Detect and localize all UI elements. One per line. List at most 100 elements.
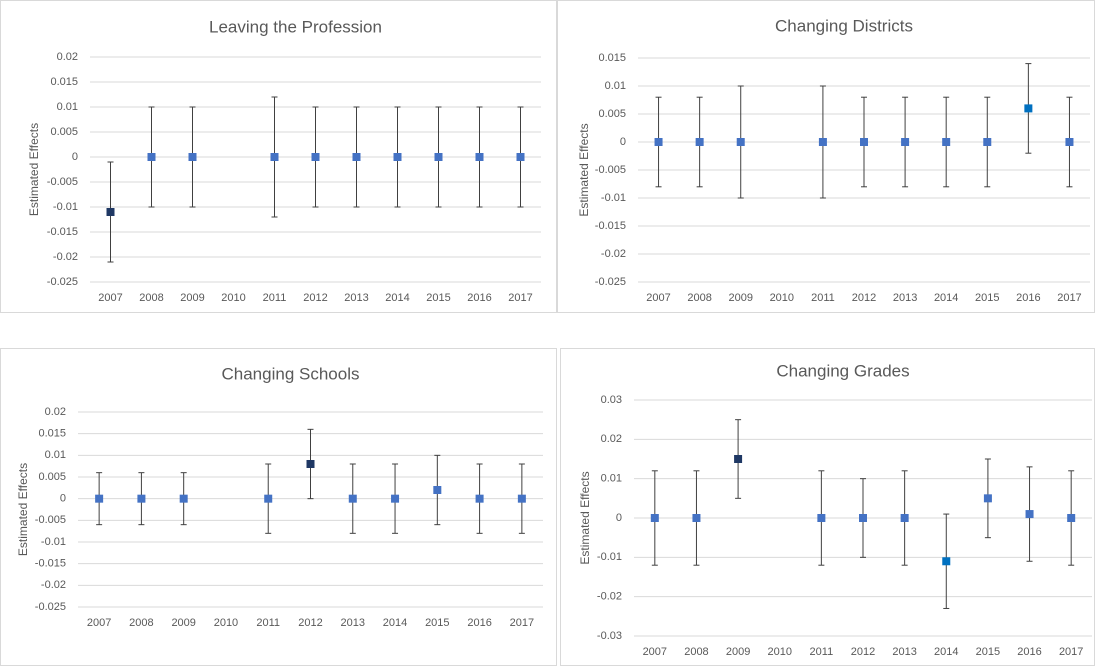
- y-tick-label: -0.015: [35, 558, 66, 570]
- point: [147, 153, 156, 161]
- point: [942, 557, 951, 566]
- x-tick-label: 2007: [87, 617, 111, 629]
- y-tick-label: -0.02: [597, 591, 622, 603]
- x-tick-label: 2016: [1016, 292, 1040, 304]
- y-tick-label: -0.01: [41, 536, 66, 548]
- point: [695, 138, 704, 146]
- point: [475, 494, 484, 503]
- x-tick-label: 2008: [139, 292, 163, 304]
- y-tick-label: 0: [60, 493, 66, 505]
- point: [860, 138, 868, 146]
- panel-border: [557, 0, 1095, 313]
- point: [516, 153, 525, 161]
- x-tick-label: 2011: [256, 617, 280, 629]
- x-tick-label: 2017: [510, 617, 534, 629]
- point: [983, 494, 992, 503]
- y-tick-label: 0.02: [601, 433, 622, 445]
- x-tick-label: 2013: [893, 292, 917, 304]
- y-tick-label: -0.01: [53, 201, 78, 213]
- point: [734, 455, 743, 463]
- y-tick-label: -0.005: [35, 514, 66, 526]
- y-axis-label: Estimated Effects: [27, 123, 41, 216]
- point: [433, 486, 442, 494]
- x-tick-label: 2012: [303, 292, 327, 304]
- x-tick-label: 2013: [892, 646, 916, 658]
- x-tick-label: 2010: [214, 617, 238, 629]
- x-tick-label: 2007: [98, 292, 122, 304]
- y-tick-label: 0.015: [50, 76, 78, 88]
- point: [179, 494, 188, 503]
- x-tick-label: 2012: [298, 617, 322, 629]
- y-axis-label: Estimated Effects: [577, 123, 591, 216]
- x-tick-label: 2012: [851, 646, 875, 658]
- point: [311, 153, 320, 161]
- panel-border: [0, 0, 557, 313]
- y-tick-label: 0.01: [57, 101, 78, 113]
- point: [1025, 510, 1034, 519]
- y-tick-label: -0.025: [35, 601, 66, 613]
- y-tick-label: 0.005: [38, 471, 66, 483]
- x-tick-label: 2013: [344, 292, 368, 304]
- point: [434, 153, 443, 161]
- y-tick-label: 0.01: [605, 80, 626, 92]
- chart-title: Leaving the Profession: [209, 17, 382, 36]
- point: [654, 138, 663, 146]
- y-tick-label: -0.01: [597, 551, 622, 563]
- x-tick-label: 2016: [1017, 646, 1041, 658]
- x-tick-label: 2008: [684, 646, 708, 658]
- x-tick-label: 2015: [976, 646, 1000, 658]
- point: [306, 460, 315, 468]
- point: [692, 514, 701, 522]
- x-tick-label: 2007: [646, 292, 670, 304]
- x-tick-label: 2009: [171, 617, 195, 629]
- y-tick-label: 0: [616, 512, 622, 524]
- y-tick-label: -0.02: [41, 579, 66, 591]
- x-tick-label: 2017: [508, 292, 532, 304]
- y-tick-label: -0.005: [47, 176, 78, 188]
- point: [106, 208, 115, 216]
- y-tick-label: -0.02: [601, 248, 626, 260]
- point: [517, 494, 526, 503]
- x-tick-label: 2011: [810, 646, 834, 658]
- x-tick-label: 2008: [687, 292, 711, 304]
- x-tick-label: 2007: [643, 646, 667, 658]
- x-tick-label: 2008: [129, 617, 153, 629]
- point: [352, 153, 361, 161]
- point: [264, 494, 273, 503]
- point: [270, 153, 279, 161]
- point: [475, 153, 484, 161]
- x-tick-label: 2010: [767, 646, 791, 658]
- point: [391, 494, 400, 503]
- x-tick-label: 2014: [934, 646, 958, 658]
- x-tick-label: 2012: [852, 292, 876, 304]
- point: [348, 494, 357, 503]
- chart-title: Changing Schools: [222, 364, 360, 383]
- point: [859, 514, 867, 522]
- y-tick-label: 0.03: [601, 394, 622, 406]
- point: [95, 494, 104, 503]
- panel-border: [560, 348, 1095, 666]
- x-tick-label: 2010: [221, 292, 245, 304]
- point: [1065, 138, 1074, 146]
- y-tick-label: -0.01: [601, 192, 626, 204]
- y-tick-label: 0.015: [598, 52, 626, 64]
- point: [1024, 104, 1033, 113]
- x-tick-label: 2013: [341, 617, 365, 629]
- y-axis-label: Estimated Effects: [16, 463, 30, 556]
- x-tick-label: 2009: [180, 292, 204, 304]
- y-tick-label: -0.005: [595, 164, 626, 176]
- point: [817, 514, 826, 522]
- x-tick-label: 2017: [1059, 646, 1083, 658]
- y-tick-label: 0.005: [50, 126, 78, 138]
- y-tick-label: 0.01: [601, 473, 622, 485]
- point: [393, 153, 402, 161]
- point: [900, 514, 909, 522]
- x-tick-label: 2010: [770, 292, 794, 304]
- y-tick-label: -0.03: [597, 630, 622, 642]
- point: [983, 138, 992, 146]
- y-tick-label: 0.015: [38, 428, 66, 440]
- x-tick-label: 2014: [385, 292, 409, 304]
- point: [942, 138, 951, 146]
- point: [1067, 514, 1076, 522]
- point: [818, 138, 827, 146]
